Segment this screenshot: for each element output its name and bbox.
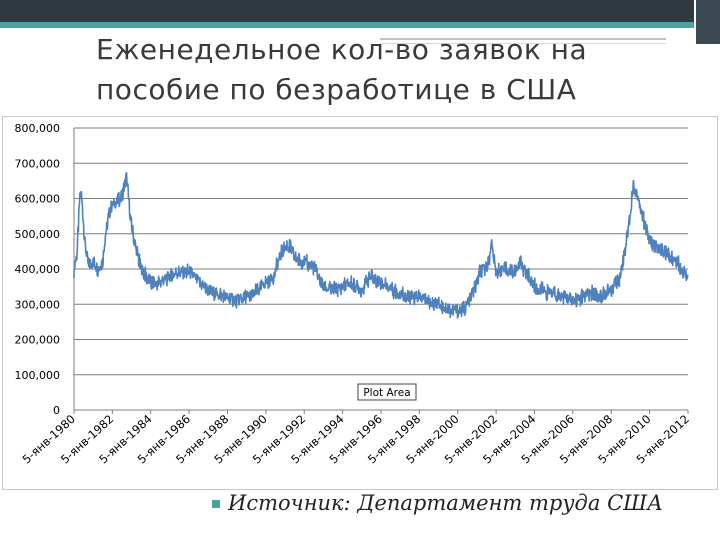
y-tick-label: 400,000	[15, 263, 61, 276]
y-tick-label: 100,000	[15, 369, 61, 382]
y-tick-label: 700,000	[15, 157, 61, 170]
chart-frame	[2, 116, 718, 490]
bullet-icon	[212, 500, 220, 508]
claims-line	[73, 172, 689, 319]
y-tick-label: 0	[53, 404, 60, 417]
source-note: Источник: Департамент труда США	[228, 491, 664, 515]
corner-square	[694, 0, 720, 44]
y-tick-label: 800,000	[15, 122, 61, 135]
title-rule	[380, 38, 666, 40]
plot-area-tooltip-label: Plot Area	[363, 387, 410, 399]
slide-title: Еженедельное кол-во заявок на пособие по…	[96, 33, 588, 106]
header-band	[0, 0, 720, 26]
y-tick-label: 500,000	[15, 228, 61, 241]
y-tick-label: 200,000	[15, 334, 61, 347]
header-accent-stripe	[0, 22, 720, 28]
title-rule-thin	[380, 43, 666, 44]
y-tick-label: 600,000	[15, 193, 61, 206]
plot-area-tooltip	[357, 383, 417, 401]
y-tick-label: 300,000	[15, 298, 61, 311]
unemployment-claims-chart: 0 100,000 200,000 300,000 400,000 500,000 600,…	[15, 122, 693, 466]
